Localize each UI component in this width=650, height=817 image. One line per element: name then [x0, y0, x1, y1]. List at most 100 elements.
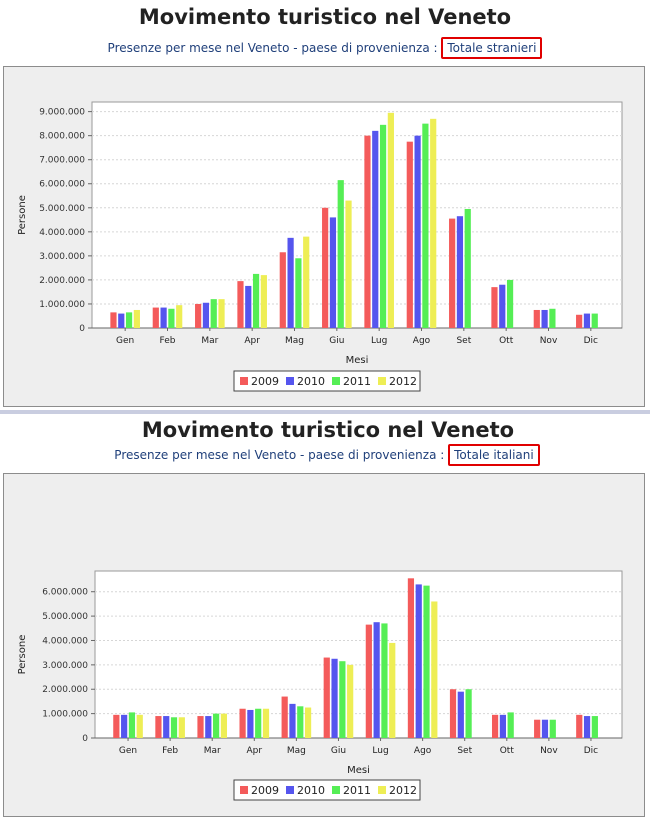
x-tick-label: Feb: [162, 746, 178, 756]
chart-panel-stranieri: Movimento turistico nel Veneto Presenze …: [3, 5, 645, 407]
y-tick-label: 5.000.000: [42, 612, 88, 622]
bar-2012-gen: [133, 309, 140, 328]
y-tick-label: 6.000.000: [42, 588, 88, 598]
bar-2010-lug: [372, 130, 379, 328]
page-title: Movimento turistico nel Veneto: [138, 5, 512, 29]
subtitle-label: Presenze per mese nel Veneto - paese di …: [114, 448, 445, 462]
bar-2009-nov: [534, 719, 541, 738]
bar-2009-apr: [237, 281, 244, 328]
y-tick-label: 3.000.000: [42, 661, 88, 671]
legend-label-2010: 2010: [297, 375, 325, 388]
chart-container: 0 1.000.000 2.000.000 3.000.000 4.000.000 5.0…: [3, 66, 645, 407]
x-tick-label: Set: [457, 746, 472, 756]
bar-2010-gen: [118, 313, 125, 328]
bar-2011-giu: [339, 661, 346, 738]
bar-2010-set: [457, 691, 464, 738]
bar-2012-mag: [304, 707, 312, 738]
chart-container: 0 1.000.000 2.000.000 3.000.000 4.000.000 5.0…: [3, 473, 645, 817]
bar-2010-dic: [583, 313, 591, 328]
bar-2009-gen: [113, 714, 120, 738]
origin-selector[interactable]: Totale italiani: [448, 444, 540, 466]
bar-2010-ott: [499, 714, 506, 738]
bar-2009-mag: [281, 696, 288, 738]
bar-2012-mag: [303, 236, 310, 328]
bar-2010-gen: [121, 714, 128, 738]
bar-2011-ott: [507, 712, 514, 738]
legend-swatch-2009: [240, 377, 248, 385]
legend-label-2010: 2010: [297, 784, 325, 797]
plot-area: [94, 570, 623, 739]
x-tick-label: Dic: [584, 746, 598, 756]
bar-2010-ago: [415, 584, 422, 738]
bar-2012-ago: [431, 601, 438, 738]
y-tick-label: 2.000.000: [42, 685, 88, 695]
bar-2011-gen: [125, 312, 133, 328]
bar-2009-ott: [491, 714, 499, 738]
x-tick-label: Mag: [285, 336, 304, 346]
bar-2009-gen: [110, 312, 117, 328]
bar-2009-set: [449, 218, 456, 328]
legend-swatch-2009: [240, 786, 248, 794]
bar-2011-ago: [423, 585, 430, 738]
bar-2011-apr: [255, 708, 262, 738]
bar-2012-lug: [389, 642, 396, 738]
bar-2009-nov: [533, 309, 540, 328]
bar-2011-mar: [210, 299, 217, 328]
y-axis-title: Persone: [17, 635, 28, 675]
bar-2010-mar: [205, 716, 212, 738]
x-tick-label: Ago: [414, 746, 432, 756]
bar-2011-nov: [549, 308, 556, 328]
bar-2009-mag: [279, 252, 286, 328]
bar-2010-mag: [289, 703, 296, 738]
y-tick-label: 6.000.000: [39, 180, 85, 190]
legend-label-2009: 2009: [251, 375, 279, 388]
bar-2012-feb: [178, 717, 185, 738]
legend-swatch-2012: [378, 377, 386, 385]
bar-2011-lug: [381, 623, 388, 738]
legend-label-2011: 2011: [343, 784, 371, 797]
bar-2011-dic: [591, 716, 598, 738]
bar-2011-dic: [591, 313, 598, 328]
x-axis-title: Mesi: [347, 765, 370, 776]
legend-swatch-2010: [286, 786, 294, 794]
legend-swatch-2010: [286, 377, 294, 385]
x-tick-label: Mar: [204, 746, 221, 756]
bar-2012-apr: [262, 708, 270, 738]
x-tick-label: Ott: [500, 746, 515, 756]
bar-2011-set: [464, 208, 471, 328]
y-tick-label: 5.000.000: [39, 204, 85, 214]
origin-selector[interactable]: Totale stranieri: [441, 37, 543, 59]
bar-2009-mar: [195, 303, 202, 328]
x-tick-label: Apr: [247, 746, 263, 756]
x-tick-label: Dic: [584, 336, 598, 346]
y-tick-label: 1.000.000: [39, 300, 85, 310]
y-tick-label: 1.000.000: [42, 710, 88, 720]
x-tick-label: Mag: [287, 746, 306, 756]
bar-chart-italiani: 0 1.000.000 2.000.000 3.000.000 4.000.000 5.0…: [17, 570, 623, 801]
bar-2012-apr: [260, 275, 267, 328]
bar-2012-mar: [220, 713, 228, 738]
bar-2011-mar: [213, 713, 220, 738]
bar-2009-feb: [152, 307, 159, 328]
bar-2009-lug: [365, 624, 372, 738]
legend-label-2012: 2012: [389, 784, 417, 797]
bar-2011-ago: [422, 123, 429, 328]
bar-2011-feb: [168, 308, 175, 328]
y-tick-label: 0: [82, 734, 88, 744]
bar-2011-apr: [252, 273, 260, 328]
bar-2012-giu: [347, 664, 354, 738]
bar-2010-nov: [541, 309, 548, 328]
bar-2012-mar: [218, 299, 225, 328]
x-tick-label: Set: [456, 336, 471, 346]
bar-2012-ago: [430, 118, 437, 328]
chart-subtitle: Presenze per mese nel Veneto - paese di …: [2, 444, 650, 466]
page-title: Movimento turistico nel Veneto: [141, 418, 515, 442]
bar-2009-feb: [155, 716, 162, 738]
x-tick-label: Ott: [499, 336, 514, 346]
legend-swatch-2012: [378, 786, 386, 794]
x-tick-label: Apr: [244, 336, 260, 346]
bar-2010-ott: [499, 284, 506, 328]
bar-2010-nov: [541, 719, 549, 738]
bar-2011-set: [465, 689, 472, 738]
y-tick-label: 7.000.000: [39, 156, 85, 166]
